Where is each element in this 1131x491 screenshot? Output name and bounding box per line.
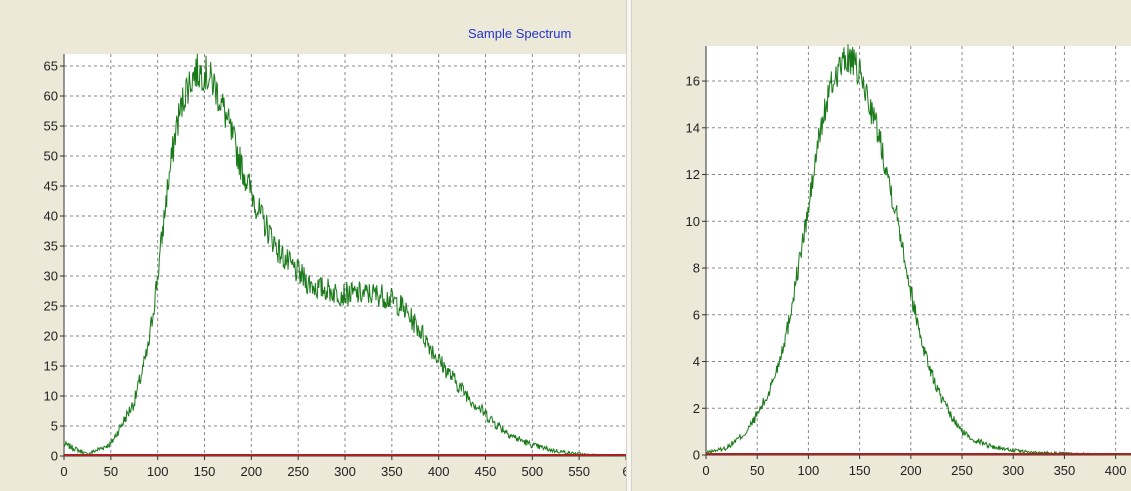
y-tick-label: 30 xyxy=(44,269,58,284)
y-tick-label: 4 xyxy=(693,354,700,369)
x-tick-label: 400 xyxy=(1105,463,1127,478)
y-tick-label: 60 xyxy=(44,89,58,104)
grid xyxy=(706,46,1131,455)
x-tick-label: 250 xyxy=(287,464,309,479)
x-tick-label: 100 xyxy=(798,463,820,478)
y-tick-label: 8 xyxy=(693,261,700,276)
x-tick-label: 400 xyxy=(428,464,450,479)
y-tick-label: 45 xyxy=(44,179,58,194)
right-chart-panel: 0 50 100 150 200 250 300 350 400 0 2 4 6 8 10 12 14 16 xyxy=(632,0,1131,491)
sample-spectrum-chart: 0501001502002503003504004505005506051015… xyxy=(44,53,626,479)
chart-title: Sample Spectrum xyxy=(468,26,572,41)
panel-splitter[interactable] xyxy=(626,0,632,491)
y-tick-label: 16 xyxy=(686,74,700,89)
x-tick-label: 50 xyxy=(104,464,118,479)
x-tick-label: 50 xyxy=(750,463,764,478)
y-tick-label: 35 xyxy=(44,239,58,254)
grid xyxy=(64,54,626,456)
x-tick-label: 300 xyxy=(334,464,356,479)
x-tick-label: 550 xyxy=(568,464,590,479)
x-tick-label: 0 xyxy=(60,464,67,479)
y-tick-label: 2 xyxy=(693,401,700,416)
y-tick-label: 20 xyxy=(44,329,58,344)
y-tick-label: 5 xyxy=(51,419,58,434)
y-tick-label: 6 xyxy=(693,307,700,322)
x-tick-label: 100 xyxy=(147,464,169,479)
y-tick-label: 10 xyxy=(686,214,700,229)
x-tick-label: 0 xyxy=(702,463,709,478)
y-tick-label: 15 xyxy=(44,359,58,374)
y-tick-label: 0 xyxy=(51,449,58,464)
y-tick-label: 14 xyxy=(686,120,700,135)
spectrum-chart-2: 0 50 100 150 200 250 300 350 400 0 2 4 6 8 10 12 14 16 xyxy=(686,44,1131,478)
y-tick-label: 0 xyxy=(693,448,700,463)
x-tick-label: 150 xyxy=(194,464,216,479)
plot-area xyxy=(706,46,1131,455)
x-tick-label: 200 xyxy=(240,464,262,479)
y-tick-label: 65 xyxy=(44,59,58,74)
x-tick-label: 150 xyxy=(849,463,871,478)
x-tick-label: 200 xyxy=(900,463,922,478)
left-chart-panel: Sample Spectrum 0 50 100 150 200 250 300 350 400… xyxy=(43,26,626,479)
x-tick-label: 450 xyxy=(475,464,497,479)
y-tick-label: 40 xyxy=(44,209,58,224)
x-tick-label: 6 xyxy=(622,464,626,479)
y-tick-label: 50 xyxy=(44,149,58,164)
x-tick-label: 350 xyxy=(1054,463,1076,478)
x-tick-label: 350 xyxy=(381,464,403,479)
x-tick-label: 300 xyxy=(1002,463,1024,478)
x-tick-label: 250 xyxy=(951,463,973,478)
series-line-0 xyxy=(63,53,626,457)
series-line-0 xyxy=(705,44,1131,456)
y-tick-label: 10 xyxy=(44,389,58,404)
y-tick-label: 12 xyxy=(686,167,700,182)
y-tick-label: 55 xyxy=(44,119,58,134)
y-tick-label: 25 xyxy=(44,299,58,314)
x-tick-label: 500 xyxy=(521,464,543,479)
